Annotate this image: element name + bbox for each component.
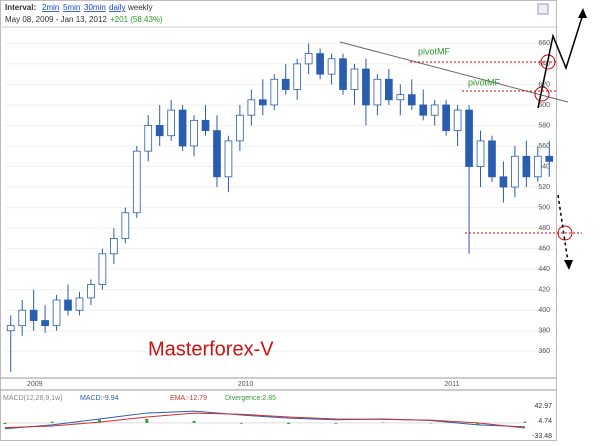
candle-body <box>294 64 301 90</box>
candle-body <box>53 300 60 326</box>
divergence-bar <box>476 423 479 425</box>
candle-body <box>133 151 140 213</box>
candle-body <box>397 95 404 100</box>
legend-entry: Divergence:2.85 <box>225 395 276 402</box>
interval-current: weekly <box>127 3 152 12</box>
y-tick-label: 380 <box>538 328 550 335</box>
divergence-bar <box>334 423 337 424</box>
candle-body <box>351 69 358 90</box>
candle-body <box>168 110 175 136</box>
divergence-bar <box>98 420 101 423</box>
candle-body <box>317 54 324 75</box>
candle-body <box>431 105 438 115</box>
candle-body <box>225 141 232 177</box>
candle-body <box>214 131 221 177</box>
candle-body <box>122 213 129 239</box>
y-tick-label: 460 <box>538 245 550 252</box>
divergence-bar <box>51 422 54 423</box>
candle-body <box>408 95 415 105</box>
divergence-bar <box>524 422 527 423</box>
y-tick-label: 520 <box>538 184 550 191</box>
candle-body <box>30 310 37 320</box>
candle-body <box>88 285 95 298</box>
date-range: May 08, 2009 - Jan 13, 2012 <box>5 15 107 24</box>
candle-body <box>546 156 553 161</box>
divergence-bar <box>193 421 196 423</box>
candle-body <box>340 59 347 90</box>
candle-body <box>282 79 289 89</box>
annotation: pivotMF <box>418 46 451 56</box>
candle-body <box>179 110 186 146</box>
interval-link[interactable]: 5min <box>63 3 80 12</box>
candle-body <box>65 300 72 310</box>
candle-body <box>385 79 392 100</box>
candle-body <box>248 100 255 115</box>
y-tick-label: 480 <box>538 225 550 232</box>
candle-body <box>145 125 152 151</box>
x-tick-label: 2011 <box>444 381 459 388</box>
y-tick-label: 400 <box>538 307 550 314</box>
interval-link[interactable]: 2min <box>42 3 59 12</box>
y-tick-label: 660 <box>538 40 550 47</box>
y-tick-label: 440 <box>538 266 550 273</box>
candle-body <box>466 110 473 166</box>
y-tick-label: 360 <box>538 348 550 355</box>
candle-body <box>328 59 335 74</box>
legend-entry: EMA:-12.79 <box>170 395 207 402</box>
y-tick-label: 580 <box>538 122 550 129</box>
candle-body <box>156 125 163 135</box>
candle-body <box>500 177 507 187</box>
divergence-bar <box>240 423 243 424</box>
interval-link[interactable]: daily <box>109 3 125 12</box>
divergence-bar <box>4 423 7 424</box>
candle-body <box>523 156 530 177</box>
divergence-bar <box>145 419 148 423</box>
y-tick-label: 500 <box>538 204 550 211</box>
candle-body <box>363 69 370 105</box>
watermark: Masterforex-V <box>148 338 274 360</box>
candle-body <box>534 156 541 177</box>
y-tick-label: 600 <box>538 102 550 109</box>
interval-link[interactable]: 30min <box>84 3 106 12</box>
y-tick-label: 4.74 <box>538 418 552 425</box>
candle-body <box>7 326 14 331</box>
x-tick-label: 2010 <box>238 381 254 388</box>
x-tick-label: 2009 <box>27 381 43 388</box>
candle-body <box>477 141 484 167</box>
candle-body <box>271 79 278 105</box>
candle-body <box>191 120 198 146</box>
y-tick-label: -33.48 <box>532 433 552 440</box>
candle-body <box>374 79 381 105</box>
candle-body <box>420 105 427 115</box>
arrow-head <box>564 260 573 270</box>
candle-body <box>19 310 26 325</box>
y-tick-label: 42.97 <box>534 403 552 410</box>
divergence-bar <box>287 423 290 424</box>
candle-body <box>259 100 266 105</box>
y-tick-label: 560 <box>538 143 550 150</box>
candle-body <box>443 105 450 131</box>
price-change: +201 (58.43%) <box>110 15 163 24</box>
legend-entry: MACD:-9.94 <box>80 395 119 402</box>
frame <box>1 1 557 441</box>
candle-body <box>489 141 496 177</box>
annotation: pivotMF <box>468 77 501 87</box>
candle-body <box>110 238 117 253</box>
candle-body <box>454 110 461 131</box>
candle-body <box>511 156 518 187</box>
macd-title: MACD(12,26,9,1w) <box>3 395 63 402</box>
expand-button[interactable] <box>538 4 548 14</box>
candle-body <box>42 321 49 326</box>
candle-body <box>236 115 243 141</box>
y-tick-label: 420 <box>538 287 550 294</box>
interval-label: Interval: <box>5 3 36 12</box>
candle-body <box>76 298 83 310</box>
candle-body <box>305 54 312 64</box>
candle-body <box>202 120 209 130</box>
arrow-head <box>578 8 587 18</box>
candle-body <box>99 254 106 285</box>
